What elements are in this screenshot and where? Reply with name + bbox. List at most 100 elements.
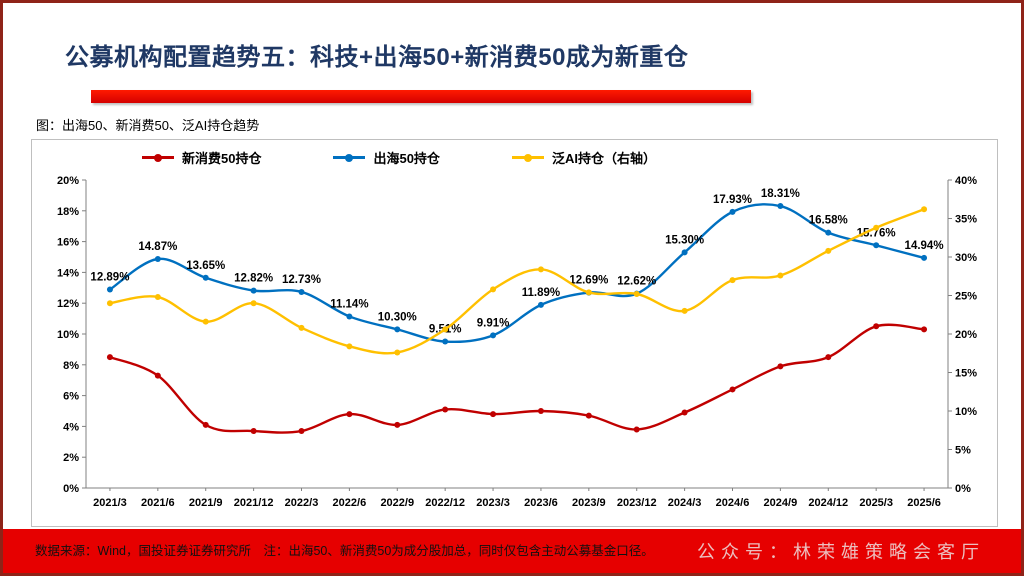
data-label: 18.31% [761, 188, 800, 200]
trend-line-chart: 0% 2% 4% 6% 8% 10% 12% 14% 16% 18% 20% 0% 5% 10% 15% 20… [57, 175, 977, 509]
left-axis-tick-label: 16% [57, 237, 79, 249]
x-axis-tick-label: 2021/6 [141, 497, 175, 509]
x-axis-tick-label: 2024/6 [716, 497, 750, 509]
series-line-2 [109, 208, 925, 355]
series-point-0 [729, 386, 736, 393]
legend-item-new-consumption: 新消费50持仓 [142, 148, 261, 167]
page-title: 公募机构配置趋势五：科技+出海50+新消费50成为新重仓 [65, 44, 689, 71]
right-axis-tick-label: 30% [955, 252, 977, 264]
series-point-0 [154, 372, 161, 379]
series-point-0 [490, 411, 497, 418]
right-axis-tick-label: 15% [955, 368, 977, 380]
series-point-2 [585, 289, 592, 296]
right-axis-tick-label: 20% [955, 329, 977, 341]
x-axis-tick-label: 2022/3 [285, 497, 319, 509]
x-axis-tick-label: 2024/3 [668, 497, 702, 509]
legend-line-marker [333, 153, 366, 162]
series-point-0 [394, 421, 401, 428]
x-axis-tick-label: 2025/3 [859, 497, 893, 509]
right-axis-tick-label: 10% [955, 406, 977, 418]
x-axis-tick-label: 2023/6 [524, 497, 558, 509]
series-point-1 [873, 242, 880, 249]
series-point-1 [825, 229, 832, 236]
left-axis-tick-label: 12% [57, 298, 79, 310]
left-axis-tick-label: 0% [63, 483, 79, 495]
series-line-0 [109, 323, 925, 434]
data-label: 14.94% [905, 240, 944, 252]
legend-dot [523, 153, 532, 162]
series-point-2 [442, 326, 449, 333]
left-axis-tick-label: 14% [57, 267, 79, 279]
right-axis-tick-label: 5% [955, 445, 971, 457]
series-point-0 [825, 354, 832, 361]
series-point-1 [681, 249, 688, 256]
x-axis-tick-label: 2023/12 [617, 497, 657, 509]
chart-caption: 图：出海50、新消费50、泛AI持仓趋势 [36, 118, 260, 133]
series-point-2 [825, 247, 832, 254]
x-axis-tick-label: 2021/9 [189, 497, 223, 509]
x-axis-tick-label: 2023/3 [476, 497, 510, 509]
data-label: 15.76% [857, 227, 896, 239]
footer-bar: 数据来源：Wind，国投证券证券研究所 注：出海50、新消费50为成分股加总，同… [3, 529, 1021, 573]
series-point-2 [106, 300, 113, 307]
left-axis-tick-label: 18% [57, 206, 79, 218]
data-label: 16.58% [809, 215, 848, 227]
series-point-0 [681, 409, 688, 416]
series-point-0 [777, 363, 784, 370]
title-accent-bar [91, 90, 751, 103]
series-point-1 [729, 208, 736, 215]
data-label: 11.14% [330, 298, 368, 310]
series-point-1 [106, 286, 113, 293]
series-point-0 [202, 421, 209, 428]
data-label: 12.73% [282, 274, 321, 286]
series-point-2 [394, 349, 401, 356]
series-point-1 [921, 254, 928, 261]
data-label: 12.82% [234, 273, 273, 285]
legend-line-marker [511, 153, 544, 162]
series-point-0 [585, 412, 592, 419]
series-point-1 [537, 301, 544, 308]
right-axis-tick-label: 25% [955, 291, 977, 303]
series-point-0 [873, 323, 880, 330]
left-axis-tick-label: 8% [63, 360, 79, 372]
x-axis-tick-label: 2022/6 [333, 497, 367, 509]
x-axis-tick-label: 2024/12 [808, 497, 848, 509]
data-label: 9.91% [477, 317, 510, 329]
series-point-0 [346, 411, 353, 418]
x-axis-tick-label: 2023/9 [572, 497, 606, 509]
series-point-1 [490, 332, 497, 339]
series-point-1 [250, 287, 257, 294]
series-point-0 [633, 426, 640, 433]
series-point-1 [298, 288, 305, 295]
series-point-1 [394, 326, 401, 333]
series-point-2 [490, 286, 497, 293]
x-axis-tick-label: 2021/12 [234, 497, 274, 509]
series-point-2 [346, 343, 353, 350]
legend-label: 泛AI持仓（右轴） [551, 151, 656, 166]
series-point-1 [442, 338, 449, 345]
chart-legend: 新消费50持仓 出海50持仓 泛AI持仓（右轴） [142, 148, 656, 167]
series-point-2 [298, 324, 305, 331]
data-label: 12.62% [617, 276, 656, 288]
series-point-1 [346, 313, 353, 320]
right-axis-tick-label: 35% [955, 214, 977, 226]
left-axis-tick-label: 2% [63, 452, 79, 464]
x-axis-tick-label: 2025/6 [907, 497, 941, 509]
x-axis-tick-label: 2024/9 [764, 497, 798, 509]
right-axis-tick-label: 40% [955, 175, 977, 187]
series-point-0 [298, 428, 305, 435]
series-line-1 [109, 203, 925, 344]
x-axis-tick-label: 2022/12 [425, 497, 465, 509]
series-point-0 [106, 354, 113, 361]
legend-label: 新消费50持仓 [182, 151, 262, 166]
data-label: 11.89% [522, 287, 560, 299]
series-point-2 [921, 206, 928, 213]
series-point-2 [681, 307, 688, 314]
data-label: 12.89% [90, 271, 129, 283]
legend-item-overseas50: 出海50持仓 [333, 148, 440, 167]
series-point-0 [250, 428, 257, 435]
series-point-2 [154, 294, 161, 301]
series-point-2 [729, 277, 736, 284]
right-axis-tick-label: 0% [955, 483, 971, 495]
watermark: 公众号：林荣雄策略会客厅 [697, 542, 985, 562]
